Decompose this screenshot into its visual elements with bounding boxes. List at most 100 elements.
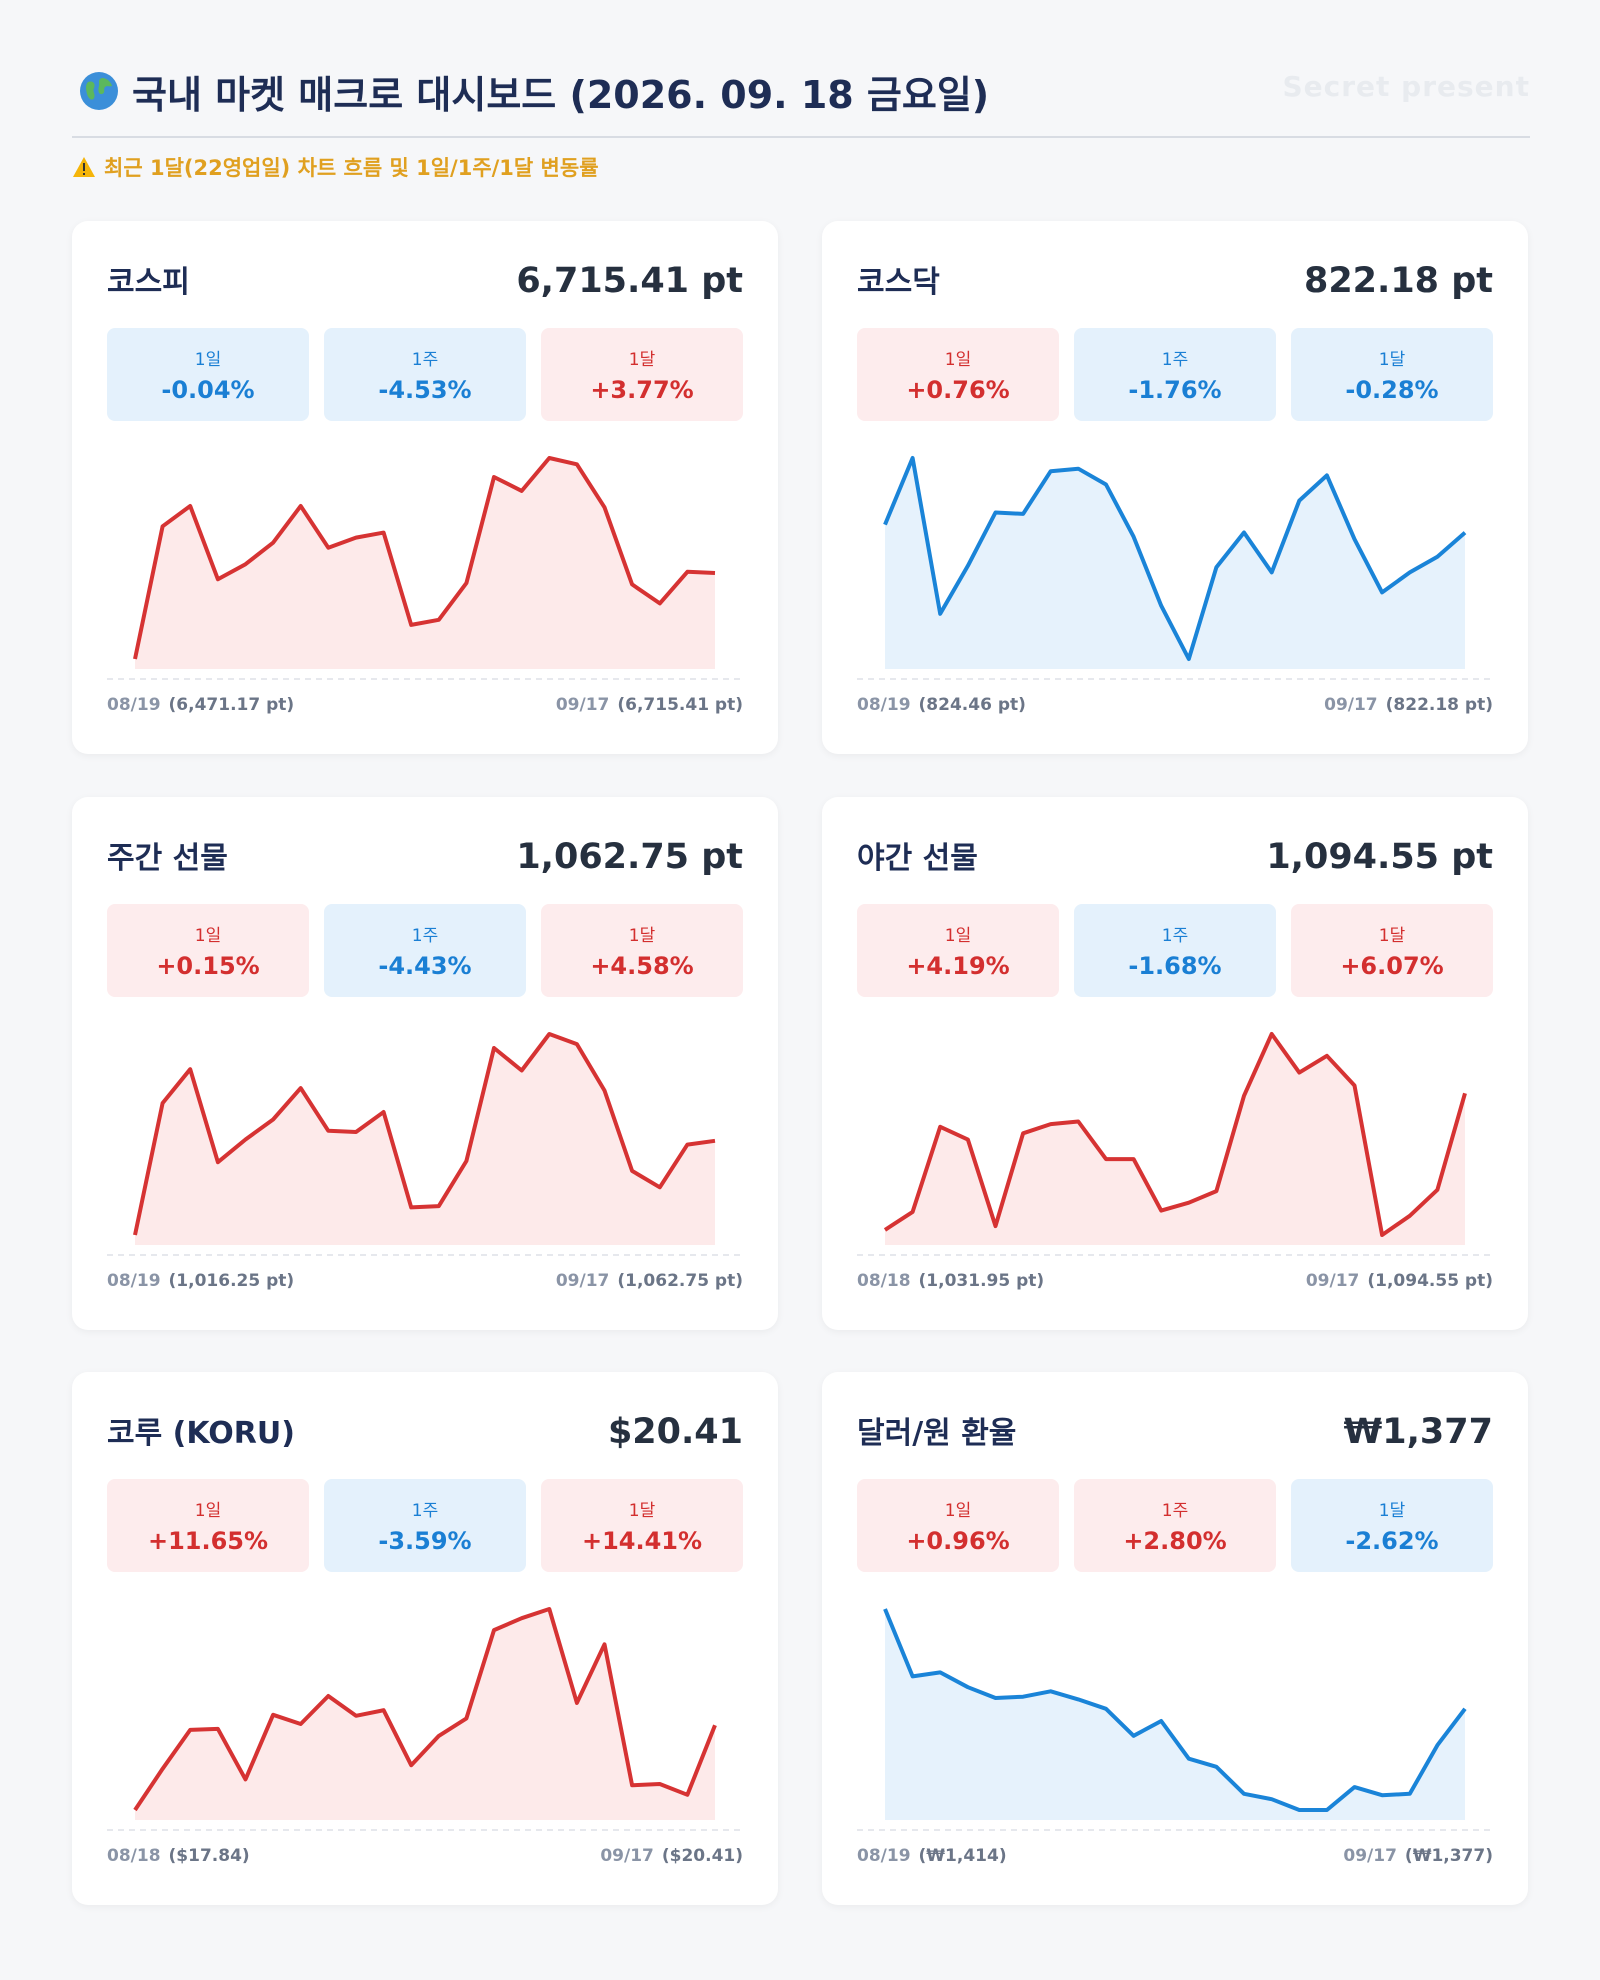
start-value: (1,031.95 pt) [918, 1271, 1045, 1291]
card: 주간 선물 1,062.75 pt 1일 +0.15% 1주 -4.43% 1달 +4.58%… [72, 797, 778, 1330]
line [133, 1607, 717, 1812]
sparkline [107, 456, 743, 680]
card-title: 달러/원 환율 [857, 1416, 1017, 1451]
end-date: 09/17 [1324, 695, 1378, 715]
change-box: 1일 -0.04% [107, 328, 309, 421]
change-value: -0.04% [161, 376, 255, 404]
start-value: (6,471.17 pt) [168, 695, 295, 715]
change-label: 1주 [1161, 1501, 1189, 1521]
change-label: 1주 [1161, 350, 1189, 370]
change-label: 1달 [1378, 1501, 1406, 1521]
end-date: 09/17 [555, 695, 610, 715]
end-date: 09/17 [600, 1846, 654, 1866]
end-value: (1,062.75 pt) [617, 1271, 743, 1291]
change-value: -2.62% [1345, 1527, 1439, 1555]
change-box: 1주 +2.80% [1074, 1479, 1276, 1572]
change-value: +14.41% [581, 1527, 703, 1555]
sparkline [107, 1607, 743, 1831]
area [885, 458, 1465, 669]
change-label: 1일 [944, 1501, 972, 1521]
line [133, 456, 716, 660]
change-value: +0.76% [906, 376, 1010, 404]
change-value: +4.19% [906, 952, 1010, 980]
change-box: 1일 +0.96% [857, 1479, 1059, 1572]
card-title: 주간 선물 [107, 841, 228, 876]
end-label: 09/17 (₩1,377) [1343, 1846, 1493, 1866]
change-box: 1달 +14.41% [541, 1479, 743, 1572]
start-label: 08/18 ($17.84) [107, 1846, 250, 1866]
end-value: ($20.41) [661, 1846, 743, 1866]
start-date: 08/19 [857, 1846, 911, 1866]
change-label: 1주 [1161, 926, 1189, 946]
change-box: 1달 +6.07% [1291, 904, 1493, 997]
card-value: 1,062.75 pt [516, 837, 743, 877]
line [133, 1032, 716, 1236]
change-label: 1일 [194, 350, 222, 370]
end-label: 09/17 ($20.41) [600, 1846, 743, 1866]
change-label: 1일 [944, 926, 972, 946]
area [885, 1609, 1465, 1820]
change-box: 1주 -4.53% [324, 328, 526, 421]
change-box: 1주 -1.68% [1074, 904, 1276, 997]
area [135, 458, 715, 669]
change-value: +0.15% [156, 952, 260, 980]
change-label: 1달 [628, 350, 656, 370]
end-date: 09/17 [555, 1271, 610, 1291]
change-box: 1달 -2.62% [1291, 1479, 1493, 1572]
warning-icon [73, 157, 95, 177]
start-value: (1,016.25 pt) [168, 1271, 295, 1291]
change-value: -3.59% [378, 1527, 472, 1555]
change-box: 1일 +0.15% [107, 904, 309, 997]
change-box: 1달 +3.77% [541, 328, 743, 421]
watermark: Secret present [1282, 70, 1530, 103]
card: 달러/원 환율 ₩1,377 1일 +0.96% 1주 +2.80% 1달 -2.62% 08/… [822, 1372, 1528, 1905]
change-box: 1주 -1.76% [1074, 328, 1276, 421]
end-date: 09/17 [1305, 1271, 1360, 1291]
line [883, 1608, 1467, 1812]
notice: 최근 1달(22영업일) 차트 흐름 및 1일/1주/1달 변동률 [72, 152, 599, 182]
sparkline [857, 456, 1493, 680]
end-label: 09/17 (822.18 pt) [1324, 695, 1493, 715]
change-box: 1주 -3.59% [324, 1479, 526, 1572]
start-label: 08/19 (1,016.25 pt) [107, 1271, 294, 1291]
area [135, 1034, 715, 1245]
start-date: 08/18 [107, 1846, 161, 1866]
change-value: -1.76% [1128, 376, 1222, 404]
start-value: ($17.84) [168, 1846, 250, 1866]
change-box: 1일 +4.19% [857, 904, 1059, 997]
card: 야간 선물 1,094.55 pt 1일 +4.19% 1주 -1.68% 1달 +6.07%… [822, 797, 1528, 1330]
change-value: -4.53% [378, 376, 472, 404]
end-label: 09/17 (1,094.55 pt) [1306, 1271, 1493, 1291]
change-value: +11.65% [147, 1527, 269, 1555]
change-label: 1달 [628, 1501, 656, 1521]
start-date: 08/19 [857, 695, 911, 715]
card-value: 822.18 pt [1303, 261, 1493, 301]
change-label: 1달 [1378, 350, 1406, 370]
change-value: +3.77% [590, 376, 694, 404]
change-label: 1일 [944, 350, 972, 370]
start-date: 08/19 [107, 1271, 161, 1291]
card-value: 6,715.41 pt [516, 261, 743, 301]
change-value: -0.28% [1345, 376, 1439, 404]
change-value: +6.07% [1340, 952, 1444, 980]
change-value: -4.43% [378, 952, 472, 980]
change-box: 1주 -4.43% [324, 904, 526, 997]
end-value: (6,715.41 pt) [617, 695, 743, 715]
line [883, 456, 1467, 661]
end-label: 09/17 (1,062.75 pt) [556, 1271, 743, 1291]
end-value: (₩1,377) [1404, 1846, 1493, 1866]
change-label: 1주 [411, 350, 439, 370]
line [883, 1032, 1467, 1237]
start-date: 08/19 [107, 695, 161, 715]
change-box: 1달 -0.28% [1291, 328, 1493, 421]
card: 코스닥 822.18 pt 1일 +0.76% 1주 -1.76% 1달 -0.28% 08/1… [822, 221, 1528, 754]
header: 국내 마켓 매크로 대시보드 (2026. 09. 18 금요일) Secret… [72, 64, 1530, 138]
change-label: 1달 [1378, 926, 1406, 946]
card: 코스피 6,715.41 pt 1일 -0.04% 1주 -4.53% 1달 +3.77% 08… [72, 221, 778, 754]
card-value: $20.41 [607, 1412, 743, 1452]
change-label: 1일 [194, 926, 222, 946]
card-title: 코스피 [107, 265, 190, 300]
card-value: 1,094.55 pt [1266, 837, 1493, 877]
sparkline [857, 1032, 1493, 1256]
area [885, 1034, 1465, 1245]
